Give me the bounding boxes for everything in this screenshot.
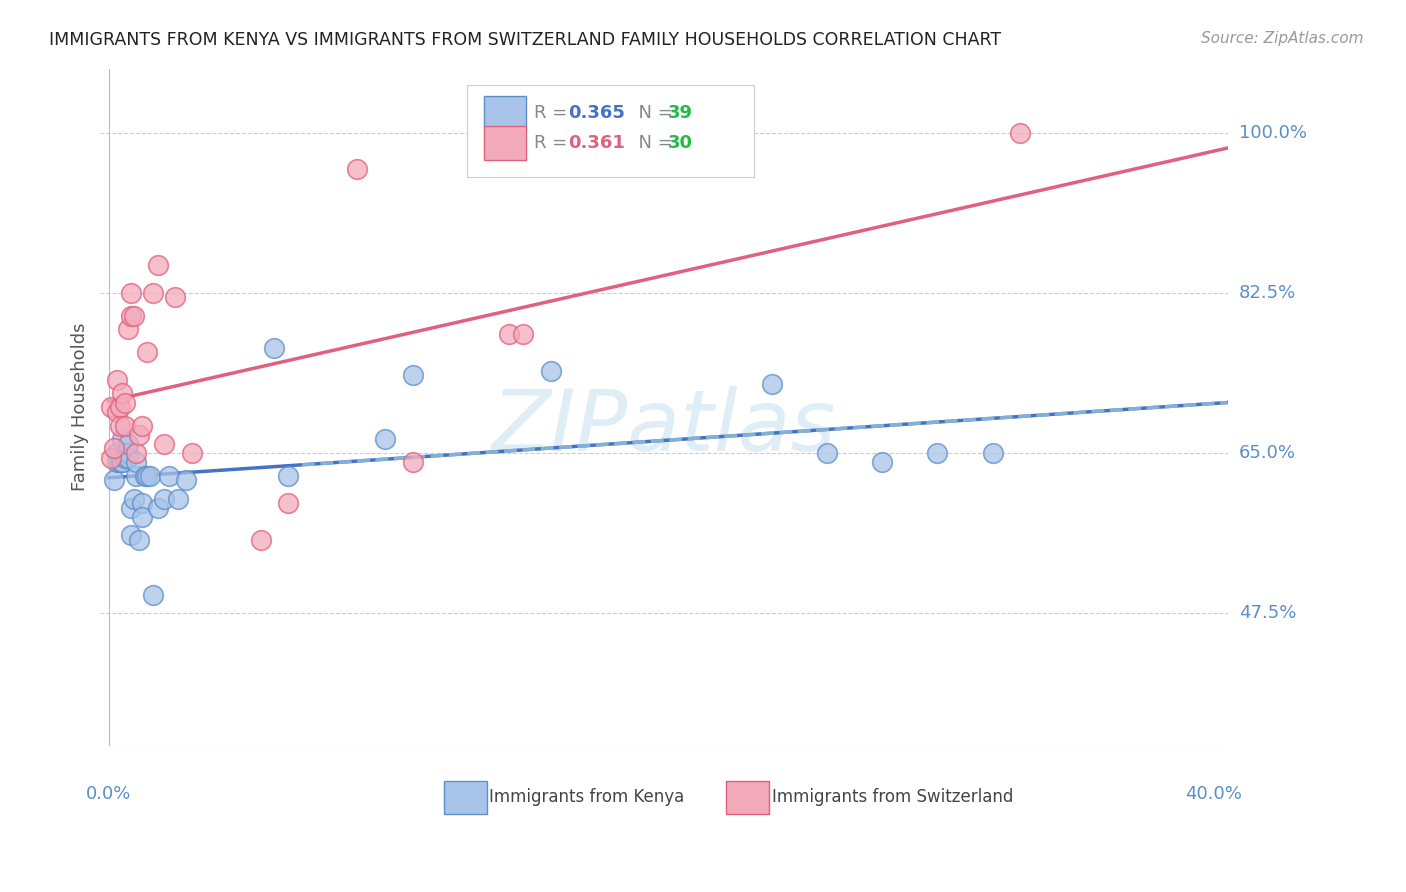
Point [103, 442, 125, 456]
Point [114, 446, 136, 460]
Point [927, 446, 949, 460]
Point [114, 395, 136, 409]
Point [136, 345, 159, 359]
Text: Immigrants from Kenya: Immigrants from Kenya [489, 788, 685, 805]
Point [111, 455, 134, 469]
Point [105, 405, 128, 419]
Text: ZIPatlas: ZIPatlas [492, 386, 837, 469]
Point [512, 326, 534, 341]
Point [114, 418, 136, 433]
FancyBboxPatch shape [467, 86, 754, 177]
Point [117, 450, 139, 465]
Point [122, 309, 145, 323]
Text: R =: R = [534, 103, 574, 121]
Text: R =: R = [534, 134, 574, 152]
Point [120, 309, 142, 323]
FancyBboxPatch shape [725, 781, 769, 814]
Point [498, 326, 520, 341]
Point [148, 258, 170, 272]
Point [153, 437, 176, 451]
Point [108, 455, 131, 469]
FancyBboxPatch shape [444, 781, 486, 814]
Point [125, 455, 148, 469]
Text: 0.365: 0.365 [568, 103, 626, 121]
Text: 100.0%: 100.0% [1239, 124, 1306, 142]
Point [125, 468, 148, 483]
Point [111, 386, 134, 401]
Point [174, 474, 197, 488]
Point [249, 533, 271, 547]
Point [120, 528, 142, 542]
Point [981, 446, 1004, 460]
Point [117, 437, 139, 451]
Point [139, 468, 162, 483]
Text: 39: 39 [668, 103, 692, 121]
Text: 82.5%: 82.5% [1239, 284, 1296, 301]
Point [163, 290, 186, 304]
Point [100, 450, 122, 465]
Y-axis label: Family Households: Family Households [72, 323, 89, 491]
Point [1010, 126, 1032, 140]
Point [100, 401, 122, 415]
Point [117, 322, 139, 336]
Point [346, 162, 368, 177]
Point [148, 500, 170, 515]
Point [111, 455, 134, 469]
Point [142, 285, 165, 300]
Text: Immigrants from Switzerland: Immigrants from Switzerland [772, 788, 1014, 805]
Text: 47.5%: 47.5% [1239, 604, 1296, 622]
Point [108, 418, 131, 433]
Point [105, 373, 128, 387]
Point [131, 496, 153, 510]
Point [125, 446, 148, 460]
Point [136, 468, 159, 483]
Point [103, 474, 125, 488]
FancyBboxPatch shape [484, 95, 526, 129]
Point [131, 510, 153, 524]
Text: 30: 30 [668, 134, 692, 152]
Point [142, 588, 165, 602]
Point [153, 491, 176, 506]
Point [117, 446, 139, 460]
Point [166, 491, 188, 506]
Text: 40.0%: 40.0% [1185, 785, 1241, 803]
Text: 0.0%: 0.0% [86, 785, 131, 803]
Text: N =: N = [627, 103, 678, 121]
Text: 0.361: 0.361 [568, 134, 626, 152]
Point [131, 418, 153, 433]
Point [120, 285, 142, 300]
Point [540, 363, 562, 377]
FancyBboxPatch shape [484, 126, 526, 160]
Point [111, 432, 134, 446]
Point [761, 377, 783, 392]
Point [157, 468, 180, 483]
Point [374, 432, 396, 446]
Point [128, 533, 150, 547]
Point [277, 496, 299, 510]
Point [122, 491, 145, 506]
Point [108, 401, 131, 415]
Point [870, 455, 893, 469]
Point [128, 427, 150, 442]
Point [105, 446, 128, 460]
Point [815, 446, 838, 460]
Point [277, 468, 299, 483]
Point [180, 446, 202, 460]
Point [134, 468, 156, 483]
Text: IMMIGRANTS FROM KENYA VS IMMIGRANTS FROM SWITZERLAND FAMILY HOUSEHOLDS CORRELATI: IMMIGRANTS FROM KENYA VS IMMIGRANTS FROM… [49, 31, 1001, 49]
Text: 65.0%: 65.0% [1239, 444, 1296, 462]
Point [401, 368, 423, 383]
Point [263, 341, 285, 355]
Point [120, 500, 142, 515]
Point [114, 450, 136, 465]
Text: N =: N = [627, 134, 678, 152]
Text: Source: ZipAtlas.com: Source: ZipAtlas.com [1201, 31, 1364, 46]
Point [105, 455, 128, 469]
Point [401, 455, 423, 469]
